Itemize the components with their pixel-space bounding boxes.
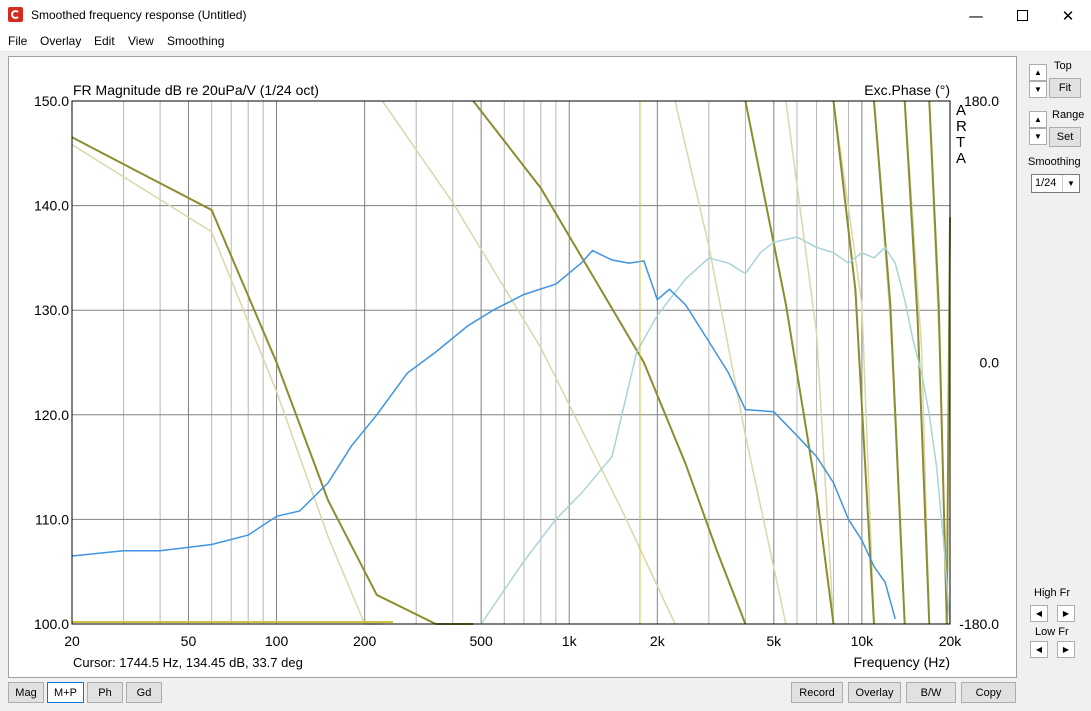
range-label: Range [1052,109,1085,121]
plot-area[interactable]: 20 50 100 200 500 1k 2k 5k 10k 20k 100.0 110.0 120.0… [8,56,1017,678]
mp-button[interactable]: M+P [47,682,84,703]
close-icon: ✕ [1061,6,1075,25]
phase-axis-title: Exc.Phase (°) [864,82,950,98]
menu-edit[interactable]: Edit [94,34,115,48]
y-tick-label: 120.0 [34,407,69,423]
chevron-down-icon: ▼ [1062,175,1079,192]
x-tick-label: 2k [650,633,666,649]
low-fr-right-button[interactable]: ▶ [1057,641,1075,658]
chart-title: FR Magnitude dB re 20uPa/V (1/24 oct) [73,82,319,98]
copy-button[interactable]: Copy [961,682,1016,703]
menu-overlay[interactable]: Overlay [40,34,82,48]
high-fr-left-button[interactable]: ◀ [1030,605,1048,622]
overlay_phase-curve [381,100,676,625]
menu-view[interactable]: View [128,34,154,48]
high-fr-right-button[interactable]: ▶ [1057,605,1075,622]
watermark-letter: A [956,150,966,167]
side-panel: ▲ ▼ Top Fit ▲ ▼ Range Set Smoothing 1/24… [1019,56,1091,676]
overlay_phase-curve [71,143,383,625]
plot-border [71,100,951,625]
watermark-letter: T [956,134,965,151]
overlay_phase-curve [873,100,906,625]
fit-button[interactable]: Fit [1049,78,1081,98]
top-label: Top [1054,60,1072,72]
gd-button[interactable]: Gd [126,682,162,703]
frequency-response-chart: 20 50 100 200 500 1k 2k 5k 10k 20k 100.0 110.0 120.0… [34,82,999,670]
maximize-button[interactable] [999,0,1045,31]
phase-curve [928,100,951,625]
phase-curve [873,100,906,625]
axis-labels: 20 50 100 200 500 1k 2k 5k 10k 20k 100.0 110.0 120.0… [34,93,999,649]
phase-curve [472,100,747,625]
bw-button[interactable]: B/W [906,682,956,703]
smoothing-label: Smoothing [1028,156,1081,168]
title-bar: Smoothed frequency response (Untitled) —… [0,0,1091,31]
y2-tick-label: 0.0 [980,355,1000,371]
x-tick-label: 20 [64,633,80,649]
menu-file[interactable]: File [8,34,28,48]
y-tick-label: 130.0 [34,302,69,318]
x-tick-label: 1k [562,633,578,649]
y-tick-label: 100.0 [34,616,69,632]
overlay_phase-curve [674,100,787,625]
minimize-icon: — [968,6,984,25]
phase-curve [903,100,931,625]
smoothing-select[interactable]: 1/24 ▼ [1031,174,1080,193]
watermark-letter: A [956,102,966,119]
smoothing-value: 1/24 [1035,177,1057,189]
overlay_phase-curve [785,100,835,625]
x-axis-label: Frequency (Hz) [854,654,950,670]
x-tick-label: 10k [851,633,875,649]
x-tick-label: 5k [766,633,782,649]
set-button[interactable]: Set [1049,127,1081,147]
top-down-button[interactable]: ▼ [1029,81,1047,98]
close-button[interactable]: ✕ [1045,0,1091,31]
range-up-button[interactable]: ▲ [1029,111,1047,128]
phase-curve [832,100,875,625]
overlay_magnitude-curve [480,236,951,625]
y-tick-label: 140.0 [34,198,69,214]
range-down-button[interactable]: ▼ [1029,128,1047,145]
overlay-button[interactable]: Overlay [848,682,901,703]
minimize-button[interactable]: — [953,0,999,31]
x-tick-label: 500 [469,633,493,649]
x-tick-label: 100 [265,633,289,649]
x-tick-label: 200 [353,633,377,649]
menu-bar: File Overlay Edit View Smoothing [0,31,1091,52]
maximize-icon [1016,10,1028,21]
ph-button[interactable]: Ph [87,682,123,703]
high-fr-label: High Fr [1034,587,1071,599]
low-fr-label: Low Fr [1035,626,1069,638]
phase-curve [744,100,835,625]
grid [72,101,950,624]
y2-tick-label: 180.0 [964,93,999,109]
x-tick-label: 20k [939,633,963,649]
record-button[interactable]: Record [791,682,843,703]
menu-smoothing[interactable]: Smoothing [167,34,225,48]
y-tick-label: 110.0 [35,511,69,527]
overlay_phase-curve [832,100,875,625]
mag-button[interactable]: Mag [8,682,44,703]
app-icon [8,7,23,22]
watermark-letter: R [956,118,967,135]
window-title: Smoothed frequency response (Untitled) [31,8,247,22]
magnitude-curve [71,249,896,619]
y-tick-label: 150.0 [34,93,69,109]
curves [71,100,951,625]
cursor-readout: Cursor: 1744.5 Hz, 134.45 dB, 33.7 deg [73,655,303,670]
y2-tick-label: -180.0 [959,616,999,632]
x-tick-label: 50 [181,633,197,649]
low-fr-left-button[interactable]: ◀ [1030,641,1048,658]
top-up-button[interactable]: ▲ [1029,64,1047,81]
